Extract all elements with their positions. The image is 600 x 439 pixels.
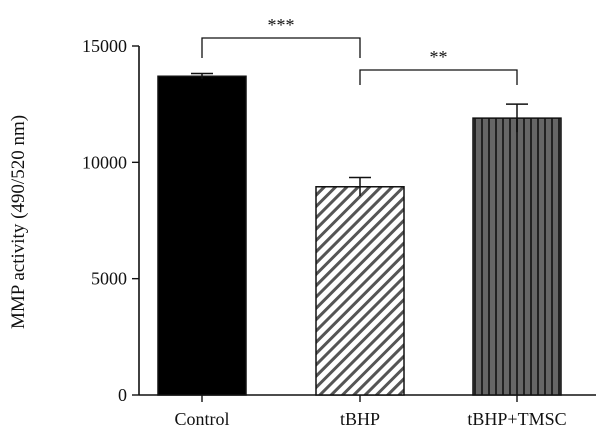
x-tick-label: tBHP <box>340 409 380 429</box>
bars <box>157 75 562 396</box>
significance-bracket <box>359 69 518 85</box>
significance-label: *** <box>268 15 295 35</box>
significance-label: ** <box>430 47 448 67</box>
significance-brackets: ***** <box>201 15 518 85</box>
axes: 0 5000 10000 15000 Control tBHP tBHP+TMSC <box>82 36 596 429</box>
y-tick-label: 0 <box>118 385 127 405</box>
y-axis-title: MMP activity (490/520 nm) <box>8 115 29 329</box>
error-bars <box>191 72 528 197</box>
bar-control <box>157 75 247 396</box>
y-tick-label: 10000 <box>82 152 127 172</box>
bar-tbhp <box>315 186 405 396</box>
bar-tbhp-tmsc <box>472 117 562 396</box>
y-tick-label: 5000 <box>91 269 127 289</box>
y-tick-label: 15000 <box>82 36 127 56</box>
significance-bracket <box>201 37 361 58</box>
x-tick-label: tBHP+TMSC <box>467 409 566 429</box>
x-tick-label: Control <box>174 409 229 429</box>
